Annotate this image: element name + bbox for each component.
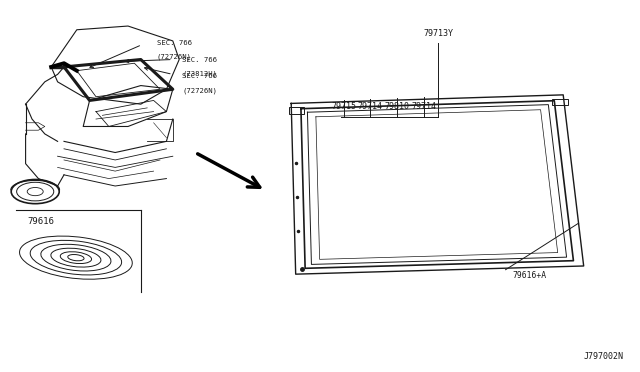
Text: 79616: 79616 bbox=[28, 217, 54, 226]
Text: 79810: 79810 bbox=[384, 102, 410, 111]
Text: 79715: 79715 bbox=[332, 102, 357, 111]
Text: (72726N): (72726N) bbox=[182, 87, 218, 94]
Text: SEC. 766: SEC. 766 bbox=[157, 40, 192, 46]
Text: (72726N): (72726N) bbox=[157, 54, 192, 60]
Bar bbox=[289, 107, 304, 114]
Text: SEC. 766: SEC. 766 bbox=[182, 57, 218, 62]
Text: 79616+A: 79616+A bbox=[512, 271, 546, 280]
Text: (73812H): (73812H) bbox=[182, 70, 218, 77]
Bar bbox=[552, 99, 568, 105]
Text: SEC. 766: SEC. 766 bbox=[182, 73, 218, 79]
Text: J797002N: J797002N bbox=[584, 352, 624, 361]
Text: 79714: 79714 bbox=[357, 102, 383, 111]
Text: 79714: 79714 bbox=[411, 102, 436, 111]
Text: 79713Y: 79713Y bbox=[424, 29, 453, 38]
